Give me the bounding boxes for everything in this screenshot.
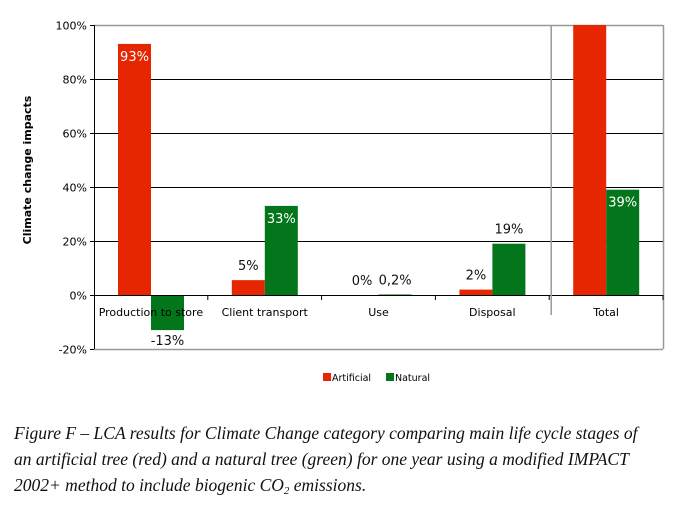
- y-tick-label: 40%: [63, 182, 87, 195]
- bar-artificial: [118, 43, 151, 296]
- x-tick-label: Disposal: [469, 306, 516, 319]
- data-label: 33%: [267, 212, 296, 227]
- data-label: 39%: [608, 196, 637, 211]
- legend-label-natural: Natural: [395, 373, 430, 384]
- caption-line-3-text: 2002+ method to include biogenic CO: [14, 475, 284, 495]
- figure-caption: Figure F – LCA results for Climate Chang…: [14, 420, 694, 498]
- legend-label-artificial: Artificial: [332, 373, 371, 384]
- bar-natural: [151, 295, 184, 331]
- data-label: 2%: [466, 269, 487, 284]
- bar-chart: -20% 0% 20% 40% 60% 80% 100% 93% 5% 0% 2% -13% 33% 0,…: [21, 20, 665, 384]
- y-tick-label: -20%: [59, 344, 87, 357]
- x-tick-label: Total: [592, 306, 619, 319]
- y-tick-label: 80%: [63, 74, 87, 87]
- legend-swatch-artificial: [323, 373, 331, 381]
- y-tick-label: 60%: [63, 128, 87, 141]
- x-tick-label: Client transport: [222, 306, 309, 319]
- data-label: -13%: [151, 334, 185, 349]
- caption-line-1: Figure F – LCA results for Climate Chang…: [14, 423, 638, 443]
- data-label: 19%: [494, 223, 523, 238]
- bar-natural: [492, 243, 526, 295]
- caption-line-2: an artificial tree (red) and a natural t…: [14, 449, 629, 469]
- caption-line-3: 2002+ method to include biogenic CO2 emi…: [14, 472, 694, 498]
- data-label: 0%: [352, 274, 373, 289]
- y-tick-label: 100%: [56, 20, 87, 33]
- data-label: 93%: [120, 50, 149, 65]
- bar-artificial: [573, 25, 607, 295]
- x-tick-label: Use: [368, 306, 389, 319]
- bar-natural: [264, 205, 298, 295]
- bar-natural: [606, 189, 640, 295]
- x-tick-label: Production to store: [99, 306, 204, 319]
- bar-artificial: [459, 289, 493, 295]
- caption-line-3-end: emissions.: [289, 475, 367, 495]
- bar-natural: [378, 294, 412, 296]
- data-label: 0,2%: [379, 273, 412, 288]
- legend-swatch-natural: [386, 373, 394, 381]
- y-tick-label: 20%: [63, 236, 87, 249]
- caption-subscript: 2: [283, 485, 290, 497]
- bar-artificial: [231, 280, 265, 295]
- y-axis-label: Climate change impacts: [21, 95, 34, 244]
- data-label: 5%: [238, 259, 259, 274]
- y-tick-label: 0%: [70, 290, 87, 303]
